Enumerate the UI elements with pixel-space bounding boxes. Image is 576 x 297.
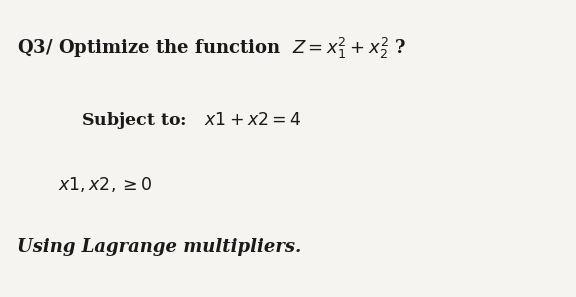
Text: $x1, x2, \geq 0$: $x1, x2, \geq 0$ (58, 175, 151, 194)
Text: Q3/ Optimize the function  $Z = x_1^2 + x_2^2$ ?: Q3/ Optimize the function $Z = x_1^2 + x… (17, 36, 407, 61)
Text: Using Lagrange multipliers.: Using Lagrange multipliers. (17, 238, 301, 256)
Text: Subject to:   $x1 + x2 = 4$: Subject to: $x1 + x2 = 4$ (81, 110, 301, 131)
